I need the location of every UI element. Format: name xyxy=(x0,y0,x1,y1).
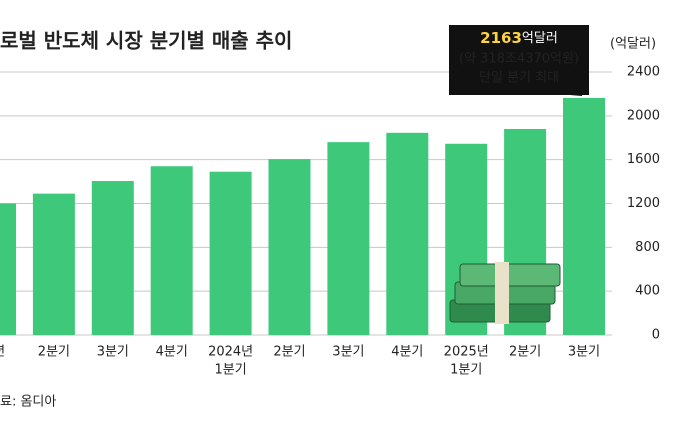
x-tick-label: 2024년 xyxy=(208,345,253,360)
bar xyxy=(327,142,370,335)
x-tick-label: 4분기 xyxy=(156,345,188,360)
x-tick-label: 2분기 xyxy=(273,345,305,360)
x-tick-label: 3분기 xyxy=(568,345,600,360)
chart-title: 로벌 반도체 시장 분기별 매출 추이 xyxy=(0,29,292,53)
y-tick-label: 800 xyxy=(635,240,660,255)
bar xyxy=(268,159,311,335)
bar xyxy=(150,166,193,335)
x-tick-label: 1분기 xyxy=(450,363,482,378)
annotation-line: 단일 분기 최대 xyxy=(479,71,559,86)
y-tick-label: 1200 xyxy=(627,196,660,211)
money-icon xyxy=(449,262,561,324)
x-tick-label: 3분기 xyxy=(97,345,129,360)
y-tick-label: 0 xyxy=(652,328,660,343)
y-tick-label: 1600 xyxy=(627,152,660,167)
annotation-number: 2163 xyxy=(480,29,522,47)
annotation-unit: 억달러 xyxy=(522,31,558,46)
source: 료: 옴디아 xyxy=(0,395,56,410)
plot: 0 400 800 1200 1600 2000 2400 3년기 2분기 3분기 4분기 2024년… xyxy=(0,25,660,378)
annotation-value: 2163억달러 xyxy=(480,29,558,47)
x-tick-label: 3년 xyxy=(0,345,5,360)
x-tick-label: 2분기 xyxy=(509,345,541,360)
x-tick-label: 4분기 xyxy=(391,345,423,360)
bar xyxy=(209,171,252,335)
y-tick-label: 2000 xyxy=(627,108,660,123)
bar xyxy=(0,203,16,335)
bar xyxy=(32,193,75,335)
y-tick-label: 400 xyxy=(635,284,660,299)
x-tick-label: 1분기 xyxy=(214,363,246,378)
x-tick-label: 3분기 xyxy=(332,345,364,360)
x-tick-label: 2분기 xyxy=(38,345,70,360)
y-tick-label: 2400 xyxy=(627,65,660,80)
x-tick-label: 기 xyxy=(0,363,1,378)
annotation-box xyxy=(449,25,589,95)
annotation-pointer xyxy=(570,95,582,96)
y-unit: (억달러) xyxy=(610,37,656,52)
bar xyxy=(563,97,605,335)
bar xyxy=(91,181,134,335)
bar xyxy=(386,132,429,335)
annotation-line: (약 318조4370억원) xyxy=(459,52,579,67)
x-tick-label: 2025년 xyxy=(444,345,489,360)
